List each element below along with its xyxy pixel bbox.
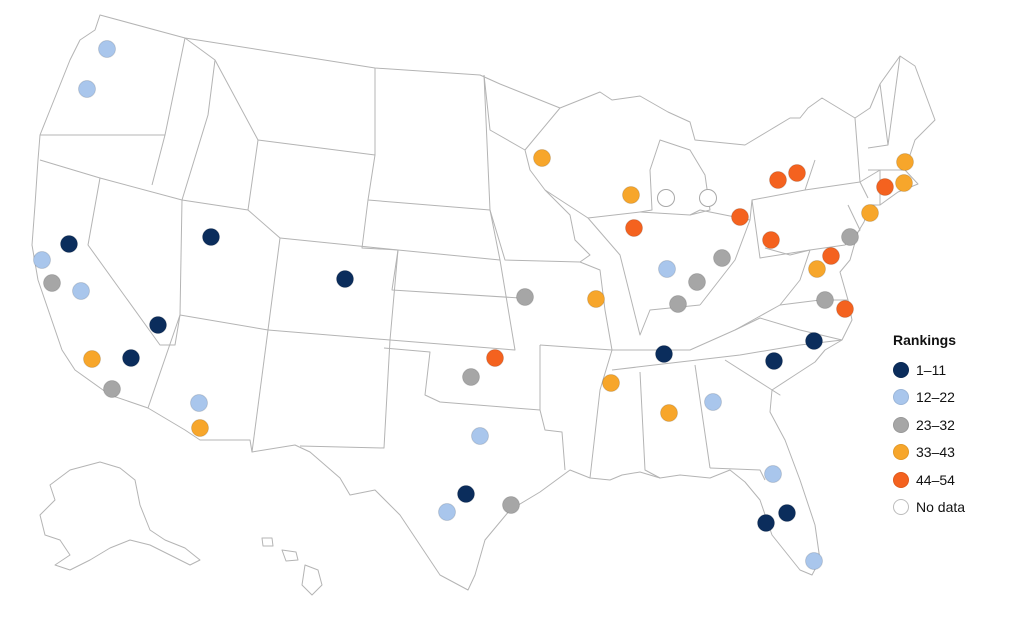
marker-jacksonville: [764, 465, 782, 483]
marker-memphis: [602, 374, 620, 392]
legend-swatch: [893, 361, 909, 378]
legend-item: No data: [893, 494, 965, 522]
hawaii-maui: [281, 549, 299, 562]
marker-tucson: [191, 419, 209, 437]
marker-charlotte: [765, 352, 783, 370]
marker-indianapolis: [658, 260, 676, 278]
marker-austin: [457, 485, 475, 503]
legend-swatch: [893, 471, 909, 488]
legend-swatch: [893, 444, 909, 461]
legend-label: 12–22: [916, 389, 955, 406]
legend: Rankings 1–11 12–22 23–32 33–43 44–54 No data: [893, 332, 965, 521]
legend-item: 44–54: [893, 466, 965, 494]
marker-atlanta: [704, 393, 722, 411]
us-outline: [31, 14, 936, 591]
marker-nashville: [655, 345, 673, 363]
marker-phoenix: [190, 394, 208, 412]
marker-orlando: [778, 504, 796, 522]
marker-tulsa-area: [462, 368, 480, 386]
hawaii-island: [301, 564, 323, 596]
marker-grand-rapids: [657, 189, 675, 207]
marker-columbus: [713, 249, 731, 267]
marker-philadelphia: [841, 228, 859, 246]
marker-milwaukee: [622, 186, 640, 204]
state-outlines: [31, 14, 936, 596]
marker-washington-dc: [808, 260, 826, 278]
legend-item: 12–22: [893, 384, 965, 412]
marker-virginia-beach: [836, 300, 854, 318]
marker-hartford: [876, 178, 894, 196]
marker-san-antonio: [438, 503, 456, 521]
marker-oklahoma-city: [486, 349, 504, 367]
marker-seattle: [98, 40, 116, 58]
hawaii-oahu: [261, 537, 274, 547]
marker-san-diego: [103, 380, 121, 398]
marker-cincinnati: [688, 273, 706, 291]
marker-chicago: [625, 219, 643, 237]
marker-birmingham: [660, 404, 678, 422]
legend-title: Rankings: [893, 332, 957, 348]
marker-raleigh: [805, 332, 823, 350]
marker-buffalo: [769, 171, 787, 189]
marker-boston: [896, 153, 914, 171]
marker-richmond: [816, 291, 834, 309]
marker-los-angeles: [83, 350, 101, 368]
legend-label: 23–32: [916, 416, 955, 433]
marker-pittsburgh: [762, 231, 780, 249]
marker-fresno: [72, 282, 90, 300]
city-markers: [33, 40, 914, 570]
marker-tampa: [757, 514, 775, 532]
marker-denver: [336, 270, 354, 288]
marker-portland: [78, 80, 96, 98]
legend-item: 1–11: [893, 356, 965, 384]
marker-miami: [805, 552, 823, 570]
legend-swatch: [893, 499, 909, 516]
marker-detroit: [699, 189, 717, 207]
legend-label: No data: [916, 499, 966, 516]
marker-minneapolis: [533, 149, 551, 167]
marker-sacramento: [60, 235, 78, 253]
marker-louisville: [669, 295, 687, 313]
marker-baltimore: [822, 247, 840, 265]
legend-item: 23–32: [893, 411, 965, 439]
marker-houston: [502, 496, 520, 514]
marker-san-francisco: [33, 251, 51, 269]
legend-item: 33–43: [893, 439, 965, 467]
marker-riverside: [122, 349, 140, 367]
marker-dallas: [471, 427, 489, 445]
legend-label: 1–11: [916, 361, 947, 378]
marker-las-vegas: [149, 316, 167, 334]
legend-label: 33–43: [916, 444, 955, 461]
marker-kansas-city: [516, 288, 534, 306]
alaska-outline: [39, 461, 201, 571]
marker-new-york: [861, 204, 879, 222]
marker-st-louis: [587, 290, 605, 308]
marker-san-jose: [43, 274, 61, 292]
legend-swatch: [893, 416, 909, 433]
marker-cleveland: [731, 208, 749, 226]
legend-label: 44–54: [916, 471, 955, 488]
marker-rochester: [788, 164, 806, 182]
marker-salt-lake-city: [202, 228, 220, 246]
legend-swatch: [893, 389, 909, 406]
marker-providence: [895, 174, 913, 192]
